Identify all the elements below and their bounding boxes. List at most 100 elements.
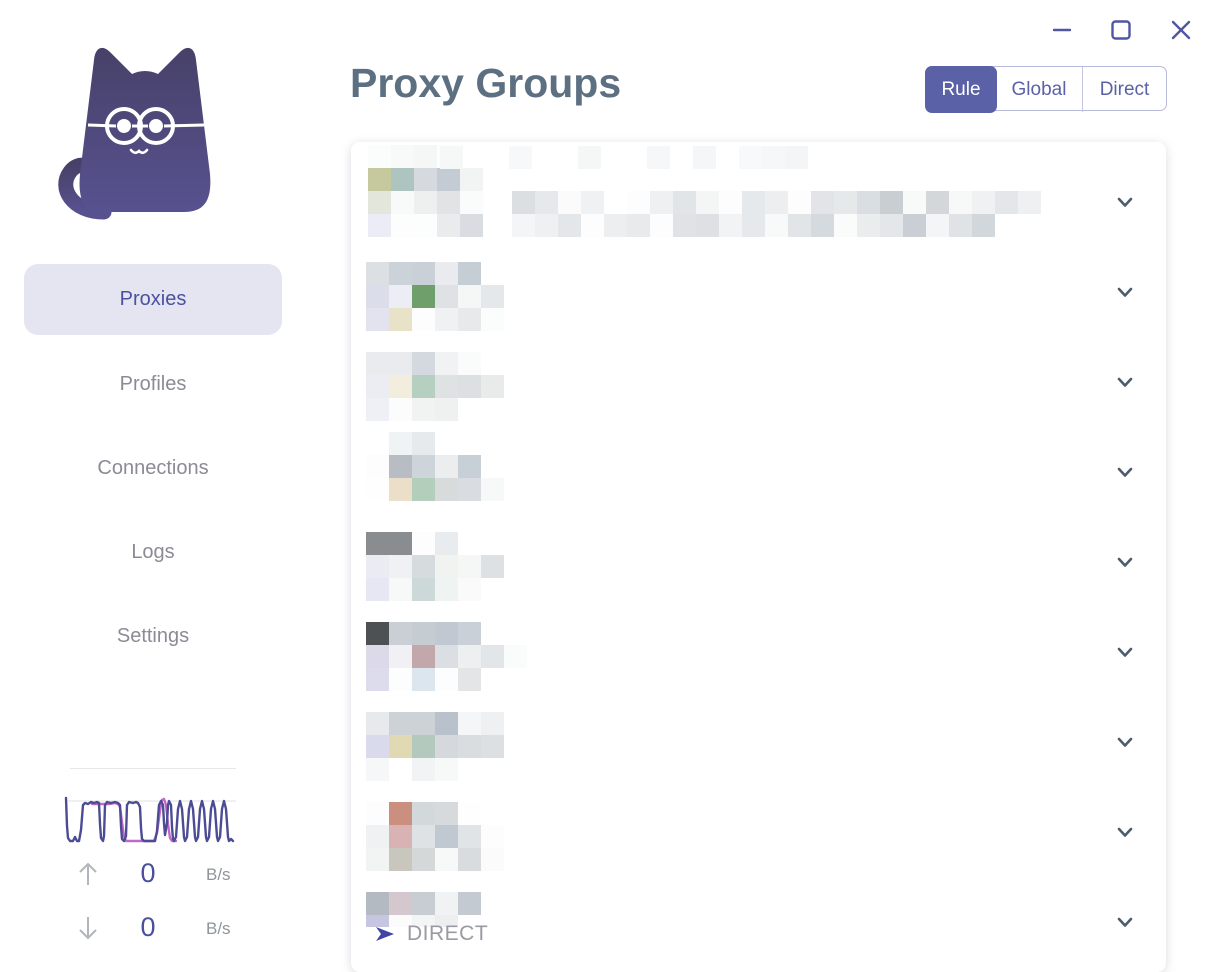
group-expand-chevron-button[interactable]	[1112, 909, 1138, 935]
redacted-group-name-pixel	[412, 308, 435, 331]
redacted-group-name-pixel	[389, 532, 412, 555]
group-expand-chevron-button[interactable]	[1112, 369, 1138, 395]
group-expand-chevron-button[interactable]	[1112, 279, 1138, 305]
mode-button-label: Rule	[941, 78, 981, 100]
redacted-group-name-pixel	[903, 191, 926, 214]
redacted-group-name-pixel	[366, 802, 389, 825]
sidebar-divider	[70, 768, 236, 769]
redacted-group-name-pixel	[389, 802, 412, 825]
redacted-group-name-pixel	[458, 455, 481, 478]
redacted-group-name-pixel	[412, 892, 435, 915]
redacted-group-name-pixel	[673, 191, 696, 214]
group-expand-chevron-button[interactable]	[1112, 459, 1138, 485]
redacted-group-name-pixel	[762, 146, 785, 169]
mode-button-global[interactable]: Global	[996, 67, 1082, 112]
redacted-group-name-pixel	[435, 398, 458, 421]
redacted-group-name-pixel	[458, 578, 481, 601]
redacted-group-name-pixel	[458, 802, 481, 825]
download-speed-value: 0	[140, 912, 156, 942]
redacted-group-name-pixel	[366, 478, 389, 501]
maximize-button[interactable]	[1108, 17, 1134, 43]
redacted-group-name-pixel	[788, 214, 811, 237]
redacted-group-name-pixel	[389, 848, 412, 871]
redacted-group-name-pixel	[435, 712, 458, 735]
minimize-button[interactable]	[1049, 17, 1075, 43]
redacted-group-name-pixel	[389, 915, 412, 927]
redacted-group-name-pixel	[435, 622, 458, 645]
redacted-group-name-pixel	[460, 191, 483, 214]
sidebar-item-logs[interactable]: Logs	[24, 531, 282, 573]
redacted-group-name-pixel	[366, 262, 389, 285]
mode-button-direct[interactable]: Direct	[1082, 67, 1166, 112]
redacted-group-name-pixel	[435, 455, 458, 478]
redacted-group-name-pixel	[458, 712, 481, 735]
group-expand-chevron-button[interactable]	[1112, 549, 1138, 575]
redacted-group-name-pixel	[857, 214, 880, 237]
redacted-group-name-pixel	[366, 352, 389, 375]
redacted-group-name-pixel	[440, 146, 463, 169]
redacted-group-name-pixel	[435, 802, 458, 825]
redacted-group-name-pixel	[389, 668, 412, 691]
redacted-group-name-pixel	[719, 214, 742, 237]
sidebar-item-settings[interactable]: Settings	[24, 615, 282, 657]
redacted-group-name-pixel	[512, 214, 535, 237]
redacted-group-name-pixel	[481, 555, 504, 578]
maximize-icon	[1111, 20, 1131, 40]
redacted-group-name-pixel	[949, 214, 972, 237]
redacted-group-name-pixel	[368, 191, 391, 214]
redacted-group-name-pixel	[389, 398, 412, 421]
redacted-group-name-pixel	[391, 214, 414, 237]
mode-button-rule[interactable]: Rule	[925, 66, 997, 113]
group-expand-chevron-button[interactable]	[1112, 189, 1138, 215]
sidebar-item-connections[interactable]: Connections	[24, 447, 282, 489]
redacted-group-name-pixel	[412, 622, 435, 645]
group-expand-chevron-button[interactable]	[1112, 729, 1138, 755]
redacted-group-name-pixel	[581, 214, 604, 237]
group-expand-chevron-button[interactable]	[1112, 819, 1138, 845]
redacted-group-name-pixel	[696, 191, 719, 214]
redacted-group-name-pixel	[435, 578, 458, 601]
redacted-group-name-pixel	[765, 191, 788, 214]
redacted-group-name-pixel	[366, 622, 389, 645]
redacted-group-name-pixel	[558, 214, 581, 237]
group-expand-chevron-button[interactable]	[1112, 639, 1138, 665]
redacted-group-name-pixel	[458, 848, 481, 871]
redacted-group-name-pixel	[412, 555, 435, 578]
redacted-group-name-pixel	[765, 214, 788, 237]
redacted-group-name-pixel	[604, 191, 627, 214]
redacted-group-name-pixel	[435, 668, 458, 691]
redacted-group-name-pixel	[412, 532, 435, 555]
sidebar-item-proxies[interactable]: Proxies	[24, 264, 282, 335]
redacted-group-name-pixel	[785, 146, 808, 169]
redacted-group-name-pixel	[578, 146, 601, 169]
redacted-group-name-pixel	[435, 735, 458, 758]
redacted-group-name-pixel	[412, 398, 435, 421]
redacted-group-name-pixel	[512, 191, 535, 214]
redacted-group-name-pixel	[650, 191, 673, 214]
redacted-group-name-pixel	[414, 191, 437, 214]
redacted-group-name-pixel	[696, 214, 719, 237]
redacted-group-name-pixel	[435, 645, 458, 668]
redacted-group-name-pixel	[504, 645, 527, 668]
sidebar-item-profiles[interactable]: Profiles	[24, 363, 282, 405]
redacted-group-name-pixel	[481, 478, 504, 501]
redacted-group-name-pixel	[412, 848, 435, 871]
proxy-node-direct[interactable]: DIRECT	[375, 922, 488, 946]
clash-verge-cat-logo	[58, 47, 211, 220]
redacted-group-name-pixel	[1018, 191, 1041, 214]
redacted-group-name-pixel	[880, 191, 903, 214]
redacted-group-name-pixel	[366, 668, 389, 691]
redacted-group-name-pixel	[389, 712, 412, 735]
redacted-group-name-pixel	[435, 555, 458, 578]
redacted-group-name-pixel	[458, 478, 481, 501]
redacted-group-name-pixel	[366, 532, 389, 555]
sidebar-item-label: Proxies	[119, 288, 187, 310]
close-button[interactable]	[1168, 17, 1194, 43]
redacted-group-name-pixel	[412, 915, 435, 927]
redacted-group-name-pixel	[481, 825, 504, 848]
redacted-group-name-pixel	[366, 758, 389, 781]
redacted-group-name-pixel	[389, 622, 412, 645]
redacted-group-name-pixel	[389, 285, 412, 308]
sidebar: Proxies Profiles Connections Logs Settin…	[0, 0, 310, 956]
redacted-group-name-pixel	[435, 532, 458, 555]
